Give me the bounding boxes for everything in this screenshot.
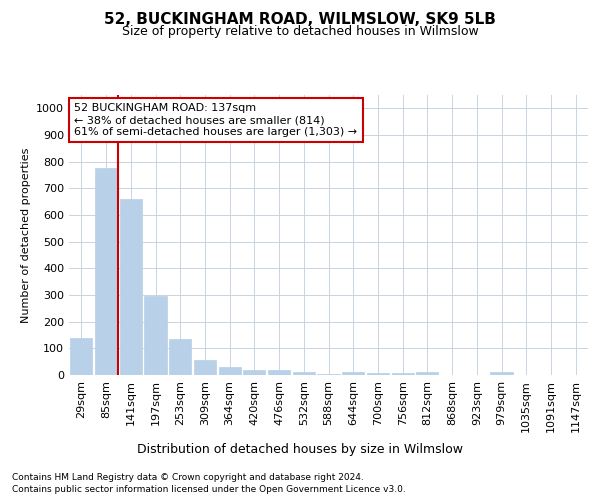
Text: 52 BUCKINGHAM ROAD: 137sqm
← 38% of detached houses are smaller (814)
61% of sem: 52 BUCKINGHAM ROAD: 137sqm ← 38% of deta… — [74, 104, 358, 136]
Text: 52, BUCKINGHAM ROAD, WILMSLOW, SK9 5LB: 52, BUCKINGHAM ROAD, WILMSLOW, SK9 5LB — [104, 12, 496, 28]
Bar — [194, 360, 216, 375]
Bar — [145, 296, 167, 375]
Bar — [317, 374, 340, 375]
Bar — [293, 372, 315, 375]
Bar — [392, 373, 414, 375]
Bar — [342, 372, 364, 375]
Bar — [367, 373, 389, 375]
Bar — [416, 372, 439, 375]
Bar — [169, 339, 191, 375]
Bar — [268, 370, 290, 375]
Text: Contains public sector information licensed under the Open Government Licence v3: Contains public sector information licen… — [12, 485, 406, 494]
Bar — [95, 168, 117, 375]
Text: Distribution of detached houses by size in Wilmslow: Distribution of detached houses by size … — [137, 442, 463, 456]
Bar — [218, 367, 241, 375]
Text: Contains HM Land Registry data © Crown copyright and database right 2024.: Contains HM Land Registry data © Crown c… — [12, 472, 364, 482]
Text: Size of property relative to detached houses in Wilmslow: Size of property relative to detached ho… — [122, 25, 478, 38]
Bar — [243, 370, 265, 375]
Bar — [119, 199, 142, 375]
Bar — [490, 372, 512, 375]
Bar — [70, 338, 92, 375]
Y-axis label: Number of detached properties: Number of detached properties — [20, 148, 31, 322]
